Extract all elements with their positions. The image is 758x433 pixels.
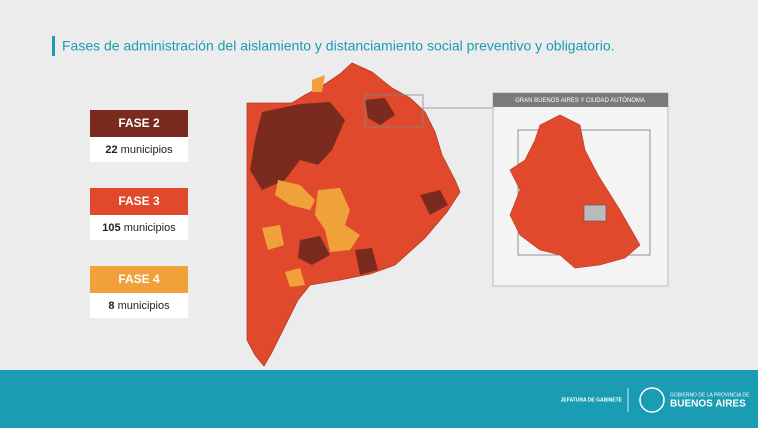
card-header	[90, 266, 188, 293]
phase-count-line: 8 municipios	[108, 300, 170, 312]
phase-unit: municipios	[121, 144, 173, 156]
footer-agency: JEFATURA DE GABINETE	[561, 397, 623, 403]
region-fase2	[298, 236, 330, 265]
region-fase4	[285, 268, 305, 287]
legend: FASE 2 22 municipios FASE 3 105 municipios F…	[90, 110, 188, 318]
footer-gov-line: GOBIERNO DE LA PROVINCIA DE	[670, 392, 750, 398]
zoom-box	[364, 94, 424, 128]
region-fase2	[420, 190, 448, 215]
phase-unit: municipios	[118, 300, 170, 312]
phase-count: 105	[102, 222, 120, 234]
region-fase4	[275, 180, 315, 210]
region-fase4	[315, 188, 360, 252]
title: Fases de administración del aislamiento …	[62, 38, 615, 54]
title-accent	[52, 36, 55, 56]
region-fase4	[312, 75, 325, 92]
region-fase2	[365, 98, 395, 125]
inset: GRAN BUENOS AIRES Y CIUDAD AUTÓNOMA	[492, 92, 669, 287]
phase-unit: municipios	[124, 222, 176, 234]
phase-name: FASE 4	[118, 272, 160, 286]
footer-gov-name: BUENOS AIRES	[670, 399, 746, 410]
inset-header	[493, 93, 668, 107]
footer-band	[0, 370, 758, 428]
region-fase2	[355, 248, 378, 275]
region-fase4	[262, 225, 284, 250]
card-header	[90, 110, 188, 137]
inset-title: GRAN BUENOS AIRES Y CIUDAD AUTÓNOMA	[515, 97, 645, 104]
phase-name: FASE 2	[118, 116, 160, 130]
province-map	[246, 62, 493, 367]
phase-count-line: 22 municipios	[105, 144, 173, 156]
card-header	[90, 188, 188, 215]
phase-count: 22	[105, 144, 117, 156]
phase-name: FASE 3	[118, 194, 160, 208]
phase-count-line: 105 municipios	[102, 222, 176, 234]
caba	[583, 204, 607, 222]
phase-count: 8	[108, 300, 114, 312]
region-fase2	[250, 102, 345, 190]
gba-map	[509, 114, 641, 269]
footer-logo	[639, 387, 665, 413]
